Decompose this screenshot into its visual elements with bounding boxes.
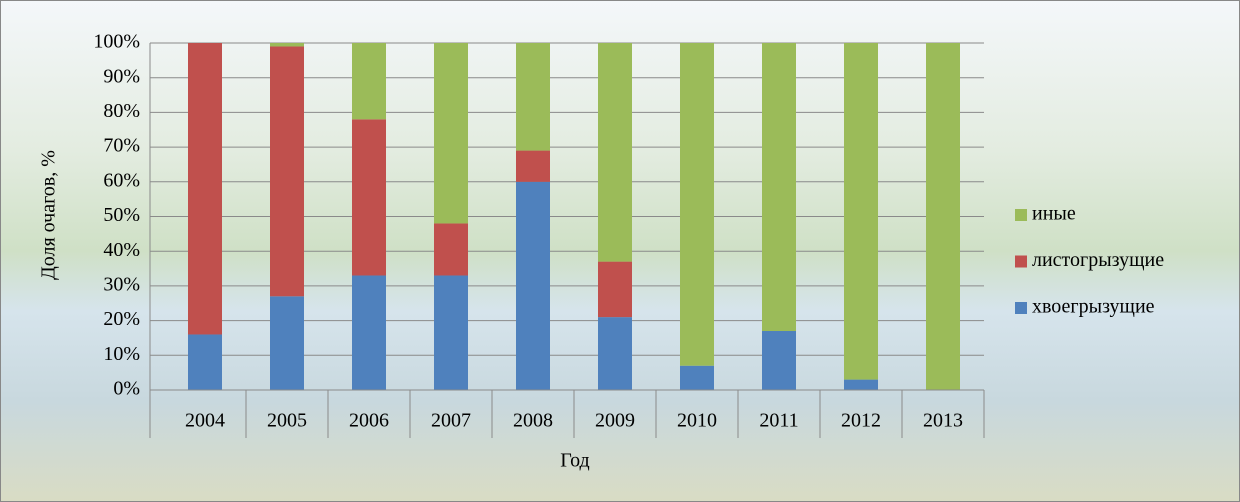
bar-segment xyxy=(516,181,550,390)
bar-segment xyxy=(762,331,796,390)
x-tick-label: 2008 xyxy=(513,410,553,432)
bar-segment xyxy=(270,46,304,297)
legend-label: хвоегрызущие xyxy=(1032,296,1155,318)
bar-segment xyxy=(516,150,550,182)
bar-segment xyxy=(434,43,468,224)
bar-segment xyxy=(188,43,222,335)
y-tick-label: 60% xyxy=(103,169,140,191)
y-tick-label: 70% xyxy=(103,135,140,157)
bar-segment xyxy=(844,379,878,390)
y-tick-label: 0% xyxy=(113,378,140,400)
bar-segment xyxy=(352,275,386,390)
y-tick-label: 10% xyxy=(103,343,140,365)
legend-swatch xyxy=(1015,255,1027,268)
bar-segment xyxy=(434,275,468,390)
bar-segment xyxy=(680,365,714,390)
x-axis-label: Год xyxy=(560,450,589,472)
x-tick-label: 2012 xyxy=(841,410,881,432)
bar-segment xyxy=(352,119,386,276)
bar-segment xyxy=(598,261,632,318)
y-tick-label: 30% xyxy=(103,273,140,295)
legend-swatch xyxy=(1015,302,1027,314)
bar-segment xyxy=(270,296,304,390)
x-tick-label: 2007 xyxy=(431,410,471,432)
y-tick-label: 40% xyxy=(103,239,140,261)
bar-segment xyxy=(598,317,632,390)
bar-segment xyxy=(598,43,632,262)
x-tick-label: 2006 xyxy=(349,410,389,432)
y-tick-label: 100% xyxy=(93,31,140,53)
y-tick-label: 80% xyxy=(103,100,140,122)
y-tick-label: 90% xyxy=(103,65,140,87)
bar-segment xyxy=(188,334,222,390)
legend-swatch xyxy=(1015,209,1027,221)
legend-label: листогрызущие xyxy=(1032,249,1164,271)
x-tick-label: 2010 xyxy=(677,410,717,432)
bar-segment xyxy=(762,43,796,332)
bar-segment xyxy=(680,43,714,366)
bar-segment xyxy=(270,43,304,47)
bar-segment xyxy=(352,43,386,120)
y-axis-label: Доля очагов, % xyxy=(38,150,60,280)
bar-segment xyxy=(516,43,550,151)
x-tick-label: 2009 xyxy=(595,410,635,432)
bar-segment xyxy=(926,43,960,390)
x-tick-label: 2011 xyxy=(759,410,798,432)
x-tick-label: 2004 xyxy=(185,410,225,432)
legend-label: иные xyxy=(1032,203,1076,225)
x-tick-label: 2005 xyxy=(267,410,307,432)
y-tick-label: 50% xyxy=(103,204,140,226)
y-tick-label: 20% xyxy=(103,308,140,330)
bar-segment xyxy=(844,43,878,380)
bar-segment xyxy=(434,223,468,276)
x-tick-label: 2013 xyxy=(923,410,963,432)
